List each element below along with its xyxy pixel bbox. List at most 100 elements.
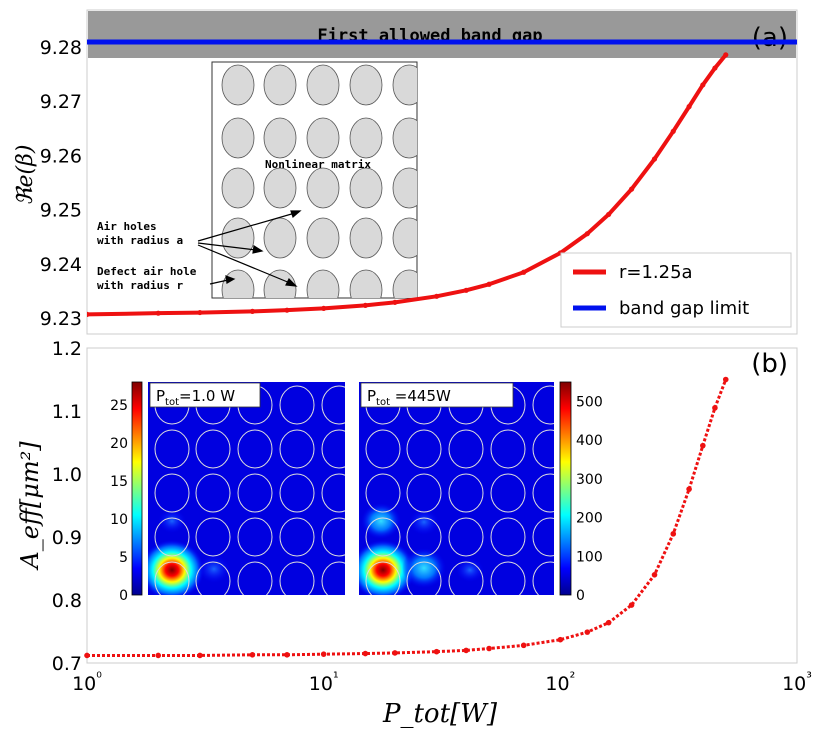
mode-hole-outline: [154, 473, 190, 513]
series-point-r: [87, 311, 90, 317]
air-hole: [392, 64, 417, 106]
series-point-aeff: [557, 636, 564, 643]
mode-hole-outline: [365, 561, 401, 595]
air-hole: [392, 117, 417, 159]
series-point-r: [628, 186, 635, 192]
mode-hole-outline: [365, 429, 401, 469]
series-point-r: [584, 231, 590, 237]
series-point-aeff: [433, 648, 440, 655]
panel-a-series: [87, 39, 797, 317]
panel-b-series: [84, 376, 729, 659]
mode-hole-outline: [237, 561, 273, 595]
panel-b: (b) 0.7 0.8 0.9 1.0 1.1 1.2 10⁰ 10¹ 10² 10³ A_ef…: [16, 338, 812, 729]
air-hole: [349, 167, 383, 209]
colorbar-tick-label: 0: [576, 588, 585, 604]
mode-hole-outline: [532, 517, 554, 557]
series-point-aeff: [284, 652, 290, 658]
mode-hotspot-1: [148, 540, 204, 595]
series-point-aeff: [605, 619, 612, 626]
panel-a-y-tick-label: 9.26: [40, 145, 82, 167]
series-point-r: [197, 309, 203, 316]
mode-hole-outline: [195, 473, 231, 513]
colorbar-tick-label: 15: [110, 474, 128, 490]
series-point-aeff: [700, 442, 706, 449]
air-hole: [306, 269, 340, 298]
series-point-aeff: [197, 652, 203, 659]
series-point-r: [433, 293, 440, 299]
panel-b-y-tick-label: 0.8: [52, 590, 82, 612]
air-hole: [392, 167, 417, 209]
mode-hole-outline: [448, 473, 484, 513]
mode-hole-outline: [279, 429, 315, 469]
mode-hole-outline: [195, 517, 231, 557]
mode-title-box-2: [360, 382, 514, 408]
series-point-r: [284, 307, 290, 313]
mode-hole-outline: [321, 429, 345, 469]
mode-hole-outline: [406, 517, 442, 557]
colorbar-tick-label: 20: [110, 436, 128, 452]
series-point-r: [651, 156, 658, 162]
mode-hole-outline: [154, 429, 190, 469]
mode-hole-outline: [195, 429, 231, 469]
panel-b-x-tick-label: 10²: [545, 670, 575, 695]
panel-b-y-ticks: 0.7 0.8 0.9 1.0 1.1 1.2: [52, 338, 82, 675]
colorbar-tick-label: 200: [576, 511, 603, 527]
colorbar-tick-label: 10: [110, 512, 128, 528]
mode-hole-outline: [321, 473, 345, 513]
series-point-r: [486, 281, 492, 287]
label-air-holes: Air holes with radius a: [97, 220, 183, 247]
mode-hotspot-2: [359, 540, 415, 595]
colorbar-tick-label: 100: [576, 549, 603, 565]
air-hole-lattice: [221, 64, 417, 298]
air-hole: [221, 167, 255, 209]
panel-a-y-label: ℜe(β): [13, 145, 38, 206]
mode-hole-outline: [279, 385, 315, 425]
mode-inset-1: 0 5 10 15 20 25 Ptot=1.0 W: [110, 381, 345, 604]
series-point-aeff: [320, 651, 327, 657]
panel-b-y-tick-label: 1.0: [52, 464, 82, 486]
panel-a: First allowed band gap (a) 9.239.249.259…: [13, 9, 798, 335]
band-gap-region: [88, 11, 796, 58]
mode-hole-outline: [406, 473, 442, 513]
mode-hole-outline: [321, 561, 345, 595]
air-hole: [263, 64, 297, 106]
series-point-aeff: [249, 652, 256, 658]
mode-title-2: Ptot =445W: [367, 387, 451, 408]
mode-hole-outline: [448, 561, 484, 595]
legend-label-r: r=1.25a: [619, 262, 693, 283]
air-hole: [306, 117, 340, 159]
series-point-r: [321, 305, 327, 311]
legend-label-limit: band gap limit: [619, 298, 749, 319]
series-point-aeff: [362, 650, 369, 657]
series-point-aeff: [155, 652, 162, 659]
panel-a-label: (a): [752, 23, 788, 53]
mode-hole-outline: [365, 473, 401, 513]
annotation-arrows: [197, 210, 302, 287]
panel-a-y-ticks: 9.23 9.24 9.25 9.26 9.27 9.28: [40, 37, 82, 330]
panel-a-y-tick-label: 9.28: [40, 37, 82, 59]
panel-a-y-tick-label: 9.23: [40, 308, 82, 330]
series-point-r: [392, 299, 398, 305]
colorbar-tick-label: 25: [110, 398, 128, 414]
mode-hole-outline: [490, 561, 526, 595]
air-hole: [392, 217, 417, 259]
series-line-r: [87, 53, 728, 317]
structure-inset: [211, 61, 418, 299]
mode-hole-outline: [237, 517, 273, 557]
air-hole: [221, 217, 255, 259]
series-point-r: [249, 308, 256, 314]
air-hole: [263, 217, 297, 259]
colorbar-2-ticks: 0 100 200 300 400 500: [576, 394, 603, 604]
mode-hole-outline: [448, 517, 484, 557]
series-point-aeff: [722, 376, 729, 383]
panel-b-y-tick-label: 0.7: [52, 653, 82, 675]
air-hole: [263, 269, 297, 298]
series-point-aeff: [686, 486, 692, 492]
label-nonlinear-matrix: Nonlinear matrix: [265, 158, 371, 171]
mode-hole-outline: [321, 385, 345, 425]
panel-a-y-tick-label: 9.25: [40, 200, 82, 222]
inset-annotations: Nonlinear matrix Air holes with radius a …: [97, 158, 371, 292]
air-hole: [349, 64, 383, 106]
colorbar-tick-label: 500: [576, 394, 603, 410]
